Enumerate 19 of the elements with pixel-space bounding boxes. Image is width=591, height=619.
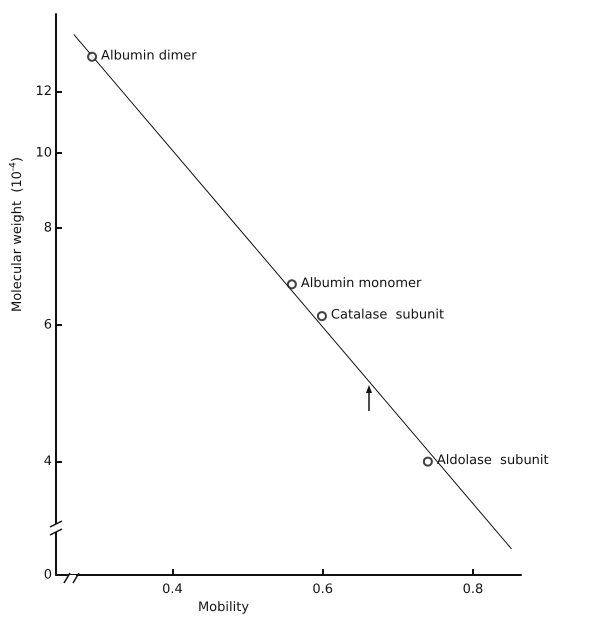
y-tick-label: 6 [44, 317, 52, 332]
x-axis-title: Mobility [198, 600, 250, 615]
x-tick-label: 0.6 [312, 582, 334, 597]
y-tick-label: 10 [35, 145, 52, 160]
y-tick-label: 0 [44, 568, 52, 582]
x-tick-label: 0.4 [162, 582, 183, 597]
x-tick-label: 0.8 [462, 582, 484, 597]
y-tick-label: 4 [44, 454, 52, 470]
point [286, 279, 297, 290]
annotation: Aldolase subunit [436, 453, 549, 468]
annotation: Albumin dimer [101, 48, 198, 64]
point [87, 52, 98, 62]
annotation: Albumin monomer [300, 276, 422, 291]
y-axis-title: Molecular weight (10-4) [8, 157, 25, 312]
y-tick-label: 12 [35, 84, 52, 99]
annotation: Catalase subunit [330, 308, 444, 323]
point [422, 456, 433, 467]
y-tick-label: 8 [44, 220, 52, 236]
point [316, 311, 327, 322]
